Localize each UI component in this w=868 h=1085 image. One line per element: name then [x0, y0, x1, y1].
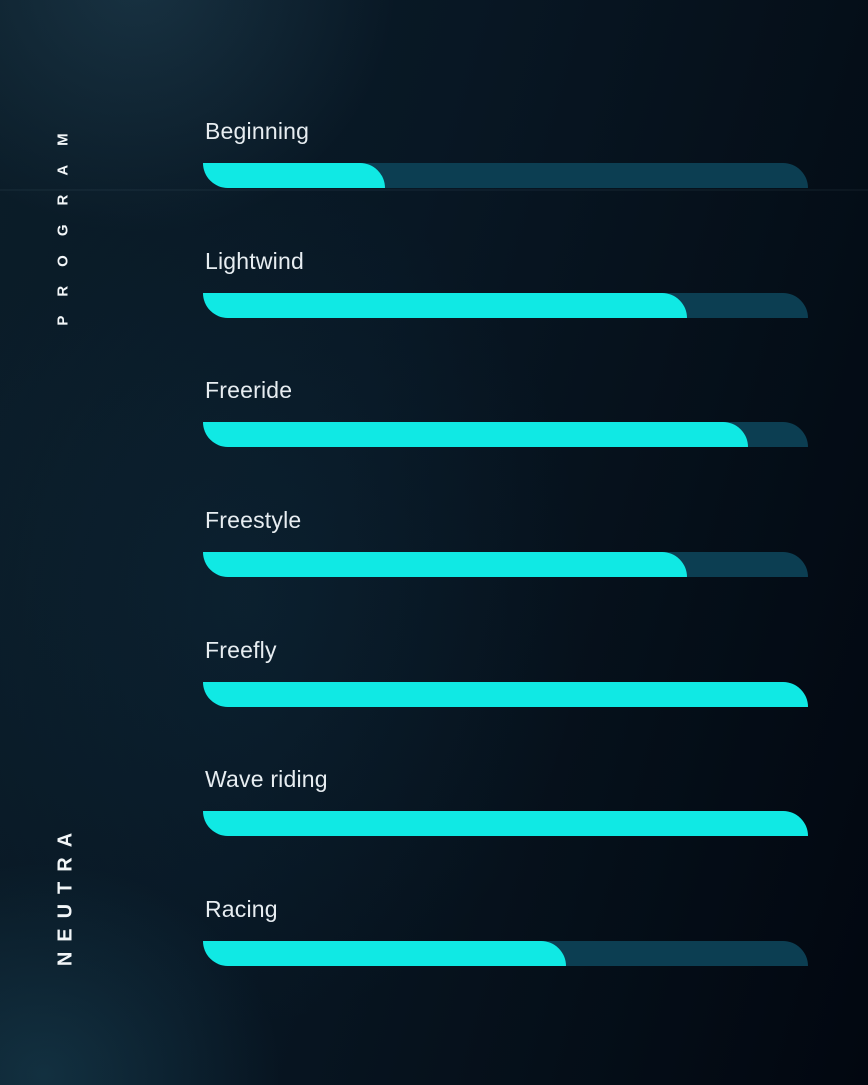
bar-fill [203, 941, 566, 966]
bar-track [203, 293, 808, 318]
bar-track [203, 682, 808, 707]
program-row-freeride: Freeride [203, 377, 808, 452]
bar-fill [203, 552, 687, 577]
bar-fill [203, 163, 385, 188]
bar-track [203, 422, 808, 447]
program-label: Freeride [205, 377, 293, 403]
program-row-freefly: Freefly [203, 637, 808, 712]
program-label: Lightwind [205, 248, 304, 274]
bar-fill [203, 811, 808, 836]
bar-track [203, 811, 808, 836]
program-row-freestyle: Freestyle [203, 507, 808, 582]
bar-track [203, 552, 808, 577]
program-label: Racing [205, 896, 278, 922]
brand-name-label: NEUTRA [54, 822, 77, 967]
program-label: Beginning [205, 118, 310, 144]
bar-fill [203, 682, 808, 707]
program-label: Wave riding [205, 766, 328, 792]
bar-fill [203, 293, 687, 318]
program-label: Freestyle [205, 507, 302, 533]
bar-fill [203, 422, 748, 447]
program-axis-title: PROGRAM [54, 114, 72, 326]
bar-track [203, 163, 808, 188]
program-label: Freefly [205, 637, 277, 663]
background-seam-line [0, 189, 868, 191]
bar-track [203, 941, 808, 966]
program-row-racing: Racing [203, 896, 808, 971]
program-row-lightwind: Lightwind [203, 248, 808, 323]
program-row-beginning: Beginning [203, 118, 808, 193]
program-row-wave-riding: Wave riding [203, 766, 808, 841]
